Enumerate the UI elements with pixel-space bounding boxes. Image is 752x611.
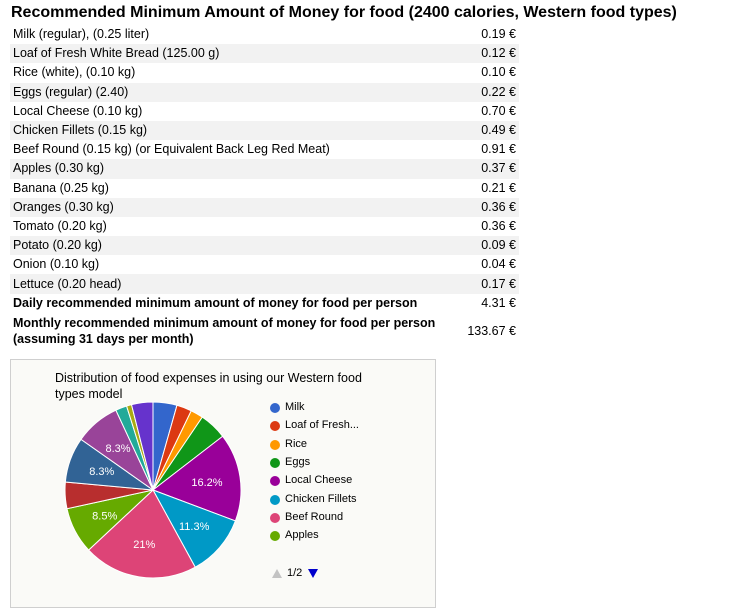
food-item-price: 0.37 €: [464, 159, 519, 179]
food-item-label: Potato (0.20 kg): [10, 236, 465, 256]
food-item-label: Tomato (0.20 kg): [13, 218, 107, 233]
food-item-label: Banana (0.25 kg): [13, 180, 109, 195]
daily-total-row: Daily recommended minimum amount of mone…: [10, 294, 519, 313]
legend-label: Rice: [285, 437, 308, 450]
pie-slice-label: 21%: [133, 539, 155, 551]
monthly-total-value: 133.67 €: [467, 324, 516, 339]
pie-slice[interactable]: [130, 401, 154, 491]
food-item-price: 0.70 €: [481, 103, 516, 118]
legend-swatch: [270, 512, 280, 523]
food-item-price: 0.09 €: [464, 236, 519, 256]
food-item-price: 0.21 €: [481, 180, 516, 195]
legend-label: Chicken Fillets: [285, 492, 357, 505]
food-item-price: 0.49 €: [464, 120, 519, 141]
food-item-row: Tomato (0.20 kg) 0.36 €: [10, 217, 519, 236]
page-title: Recommended Minimum Amount of Money for …: [11, 4, 677, 21]
food-item-label: Chicken Fillets (0.15 kg): [10, 120, 465, 141]
food-item-row: Banana (0.25 kg) 0.21 €: [10, 179, 519, 198]
pie-slice[interactable]: [151, 435, 242, 522]
food-item-price: 0.91 €: [481, 142, 516, 157]
food-item-row: Local Cheese (0.10 kg) 0.70 €: [10, 102, 519, 121]
pager-next-icon[interactable]: [308, 569, 318, 578]
food-item-label: Milk (regular), (0.25 liter): [13, 27, 150, 42]
chart-title: Distribution of food expenses in using o…: [55, 371, 362, 401]
food-item-row: Eggs (regular) (2.40) 0.22 €: [10, 82, 519, 102]
legend-swatch: [270, 494, 280, 505]
chart-container: Distribution of food expenses in using o…: [10, 359, 436, 608]
food-item-row: Apples (0.30 kg) 0.37 €: [10, 159, 519, 179]
daily-total-label: Daily recommended minimum amount of mone…: [13, 295, 418, 310]
legend-label: Loaf of Fresh...: [285, 419, 359, 432]
pie-slice-label: 16.2%: [191, 477, 222, 489]
legend-label: Local Cheese: [285, 474, 353, 487]
daily-total-value: 4.31 €: [481, 295, 516, 310]
food-item-row: Onion (0.10 kg) 0.04 €: [10, 255, 519, 274]
food-item-row: Chicken Fillets (0.15 kg) 0.49 €: [10, 120, 519, 141]
food-item-label: Loaf of Fresh White Bread (125.00 g): [10, 44, 465, 64]
food-item-label: Local Cheese (0.10 kg): [13, 103, 143, 118]
food-item-row: Milk (regular), (0.25 liter) 0.19 €: [10, 25, 519, 44]
food-item-label: Onion (0.10 kg): [13, 257, 100, 272]
pie-slice[interactable]: [87, 489, 196, 579]
totals-rows: Daily recommended minimum amount of mone…: [10, 294, 519, 350]
food-item-price: 0.17 €: [464, 274, 519, 294]
food-item-row: Beef Round (0.15 kg) (or Equivalent Back…: [10, 140, 519, 159]
food-item-row: Rice (white), (0.10 kg) 0.10 €: [10, 63, 519, 82]
monthly-total-row: Monthly recommended minimum amount of mo…: [10, 313, 519, 350]
food-item-price: 0.36 €: [481, 218, 516, 233]
legend-label: Eggs: [285, 455, 311, 468]
food-item-label: Eggs (regular) (2.40): [10, 82, 465, 102]
food-item-label: Rice (white), (0.10 kg): [13, 65, 136, 80]
food-item-row: Lettuce (0.20 head) 0.17 €: [10, 274, 519, 294]
monthly-total-label: Monthly recommended minimum amount of mo…: [13, 316, 436, 347]
food-cost-table: Milk (regular), (0.25 liter) 0.19 € Loaf o…: [10, 25, 519, 350]
legend-label: Milk: [285, 401, 305, 413]
pager-prev-icon: [272, 569, 282, 578]
food-cost-rows: Milk (regular), (0.25 liter) 0.19 € Loaf o…: [10, 25, 519, 294]
legend-label: Apples: [285, 529, 319, 542]
food-item-price: 0.12 €: [464, 44, 519, 64]
food-item-price: 0.10 €: [481, 65, 516, 80]
legend-label: Beef Round: [285, 510, 344, 523]
food-item-row: Oranges (0.30 kg) 0.36 €: [10, 197, 519, 217]
legend-swatch: [270, 421, 280, 432]
pie-slice-label: 8.5%: [92, 510, 117, 522]
food-item-row: Potato (0.20 kg) 0.09 €: [10, 236, 519, 256]
food-item-price: 0.19 €: [481, 27, 516, 42]
food-item-price: 0.04 €: [481, 257, 516, 272]
legend-swatch: [270, 457, 280, 468]
pie-slice-label: 8.3%: [89, 466, 114, 478]
food-item-price: 0.36 €: [464, 197, 519, 217]
pie-slice-label: 11.3%: [179, 521, 210, 533]
legend-swatch: [270, 439, 280, 450]
pie-chart: 16.2% 11.3% 21% 8.5% 8.3% 8.3%: [64, 401, 242, 579]
food-item-label: Oranges (0.30 kg): [10, 197, 465, 217]
food-item-price: 0.22 €: [464, 82, 519, 102]
food-item-label: Beef Round (0.15 kg) (or Equivalent Back…: [13, 142, 330, 157]
pie-slice[interactable]: [151, 489, 237, 568]
food-item-row: Loaf of Fresh White Bread (125.00 g) 0.12…: [10, 44, 519, 64]
legend-swatch: [270, 403, 280, 413]
pager-page-indicator: 1/2: [287, 567, 303, 579]
pie-slice-label: 8.3%: [105, 443, 130, 455]
food-item-label: Lettuce (0.20 head): [10, 274, 465, 294]
food-item-label: Apples (0.30 kg): [10, 159, 465, 179]
legend-swatch: [270, 476, 280, 487]
legend-swatch: [270, 531, 280, 542]
